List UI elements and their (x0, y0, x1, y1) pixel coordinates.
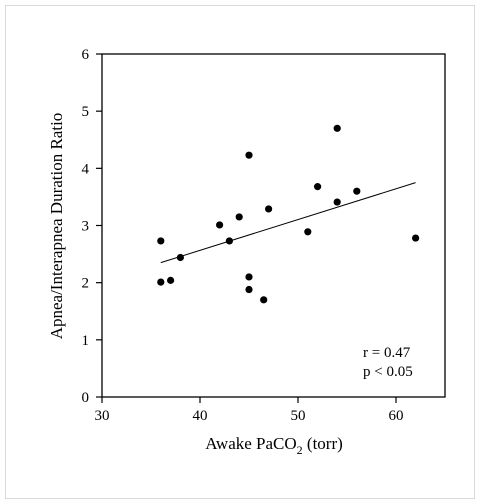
data-point (265, 205, 273, 213)
data-point (314, 183, 322, 191)
data-point (260, 296, 268, 304)
data-point (245, 151, 253, 159)
data-point (235, 213, 243, 221)
y-tick-label: 0 (82, 390, 90, 406)
x-tick-label: 30 (95, 408, 110, 424)
y-tick-label: 6 (82, 47, 90, 63)
data-point (167, 276, 175, 284)
ticks: 30 40 50 60 0 1 2 3 4 5 6 (82, 47, 404, 424)
chart-frame (5, 5, 475, 499)
data-point (412, 234, 420, 242)
x-tick-label: 50 (291, 408, 306, 424)
x-axis-title: Awake PaCO2 (torr) (205, 434, 343, 457)
annotation-r: r = 0.47 (363, 345, 411, 361)
data-point (353, 187, 361, 195)
y-axis-title: Apnea/Interapnea Duration Ratio (47, 113, 66, 340)
data-point (333, 124, 341, 132)
data-point (245, 285, 253, 294)
data-point (176, 253, 184, 262)
annotation-p: p < 0.05 (363, 364, 413, 380)
y-tick-label: 4 (82, 161, 90, 177)
y-tick-label: 3 (82, 219, 90, 235)
y-tick-label: 5 (82, 104, 90, 120)
x-axis-title-subscript: 2 (297, 443, 303, 457)
x-tick-label: 60 (389, 408, 404, 424)
data-point (225, 237, 233, 245)
data-points (157, 124, 420, 304)
x-tick-label: 40 (193, 408, 208, 424)
data-point (304, 228, 312, 236)
y-tick-label: 2 (82, 276, 90, 292)
regression-line (160, 182, 416, 264)
data-point (157, 278, 165, 286)
x-axis-title-suffix: (torr) (303, 434, 343, 453)
regression-line-group (160, 182, 416, 264)
x-axis-title-main: Awake PaCO (205, 434, 296, 453)
y-tick-label: 1 (82, 333, 90, 349)
data-point (333, 198, 341, 206)
data-point (245, 273, 253, 281)
data-point (157, 237, 165, 245)
data-point (216, 221, 224, 229)
